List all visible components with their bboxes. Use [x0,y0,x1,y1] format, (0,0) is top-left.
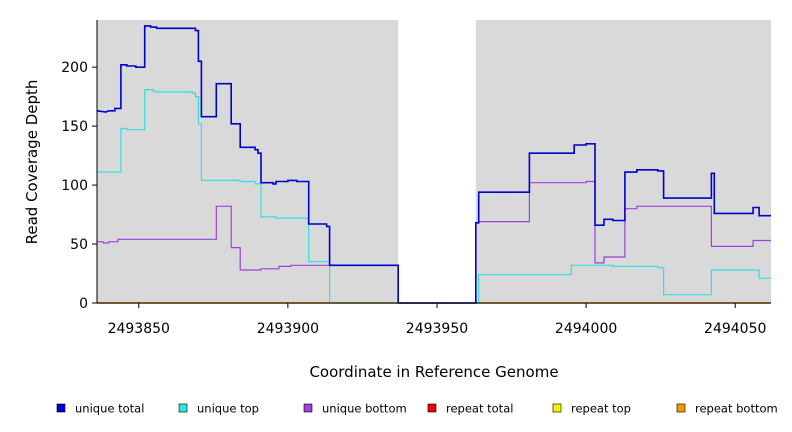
y-tick-label: 50 [70,237,88,253]
x-axis-title: Coordinate in Reference Genome [309,363,558,381]
y-tick-label: 200 [61,60,88,76]
axes: 2493850 2493900 2493950 2494000 2494050 0 50 10… [61,20,771,337]
y-tick-label: 100 [61,178,88,194]
x-tick-label: 2493850 [108,321,170,337]
legend-swatch [56,403,66,413]
legend-swatch [427,403,437,413]
x-tick-label: 2493950 [406,321,468,337]
series-line-unique-top [97,89,771,304]
legend-swatch [303,403,313,413]
plot-background [97,20,771,303]
legend-label: repeat total [446,402,513,416]
legend-label: repeat bottom [695,402,778,416]
x-tick-label: 2494000 [555,321,617,337]
series-line-unique-total [96,25,771,304]
legend-swatch [676,403,686,413]
x-tick-label: 2494050 [704,321,766,337]
legend-swatch [178,403,188,413]
legend-label: unique top [197,402,259,416]
gap-region [398,20,476,303]
y-tick-label: 0 [79,296,88,312]
y-tick-label: 150 [61,119,88,135]
legend-label: repeat top [571,402,631,416]
legend-swatch [552,403,562,413]
y-axis-title: Read Coverage Depth [23,80,41,245]
legend-label: unique total [75,402,144,416]
legend-label: unique bottom [322,402,407,416]
x-tick-label: 2493900 [257,321,319,337]
legend: unique total unique top unique bottom repea… [56,402,778,416]
